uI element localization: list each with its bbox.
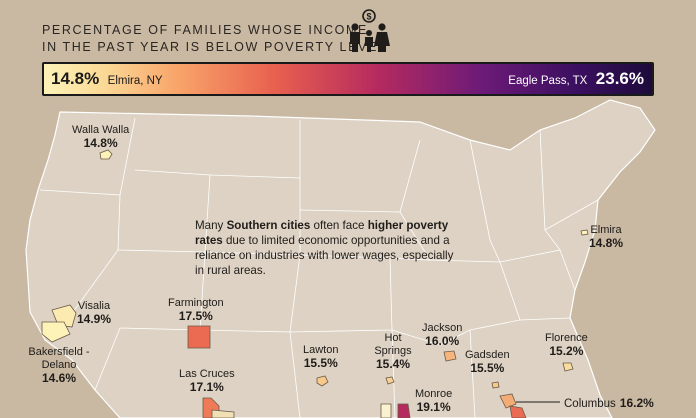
color-scale-legend: 14.8% Elmira, NY Eagle Pass, TX 23.6% [42,62,654,96]
city-shape-farmington [187,325,211,349]
legend-min-value: 14.8% [51,69,100,88]
city-value: 16.2% [619,396,654,410]
city-label-walla-walla: Walla Walla 14.8% [72,124,129,150]
city-value: 14.6% [41,371,77,385]
legend-max-value: 23.6% [595,69,644,88]
city-label-jackson: Jackson 16.0% [422,322,462,348]
legend-max: Eagle Pass, TX 23.6% [504,69,644,89]
city-value: 16.0% [425,334,460,348]
city-value: 14.8% [589,236,624,250]
city-shape-columbus [499,393,517,409]
city-label-monroe: Monroe 19.1% [415,388,452,414]
city-name: Las Cruces [179,368,235,380]
city-value: 15.5% [470,361,505,375]
city-value: 19.1% [416,400,451,414]
svg-text:$: $ [366,12,371,22]
city-name: Jackson [422,322,463,334]
title-line-2: IN THE PAST YEAR IS BELOW POVERTY LEVEL [42,40,387,54]
city-name: Monroe [415,388,453,400]
city-label-elmira: Elmira 14.8% [589,224,623,250]
city-name: Gadsden [465,349,510,361]
city-label-visalia: Visalia 14.9% [77,300,111,326]
city-value: 17.5% [178,309,213,323]
city-name: Elmira [590,224,622,236]
city-label-hot-springs: Hot Springs 15.4% [373,332,413,371]
city-label-las-cruces: Las Cruces 17.1% [179,368,235,394]
chart-title: PERCENTAGE OF FAMILIES WHOSE INCOME IN T… [42,22,386,56]
city-shape-las-cruces-2 [211,409,235,418]
city-shape-hot-springs [385,376,395,385]
city-value: 17.1% [189,380,224,394]
city-label-farmington: Farmington 17.5% [168,297,224,323]
city-shape-monroe-a [380,403,392,418]
city-name: Lawton [303,344,339,356]
legend-max-city: Eagle Pass, TX [508,75,588,87]
legend-min: 14.8% Elmira, NY [51,69,167,89]
us-land [25,99,656,418]
city-shape-columbus-2 [509,405,527,418]
city-value: 15.4% [375,357,411,371]
city-shape-bakersfield [41,321,71,343]
city-name: Bakersfield -Delano [28,346,90,371]
city-name: Visalia [77,300,111,312]
state-borders [39,117,599,418]
city-shape-monroe-b [397,403,411,418]
city-shape-lawton [316,375,329,387]
annotation-text: Many Southern cities often face higher p… [195,219,454,277]
city-label-gadsden: Gadsden 15.5% [465,349,510,375]
city-value: 15.5% [303,356,338,370]
city-shape-elmira [580,229,589,236]
city-shape-florence [562,362,574,372]
city-label-florence: Florence 15.2% [545,332,588,358]
title-line-1: PERCENTAGE OF FAMILIES WHOSE INCOME [42,23,368,37]
legend-min-city: Elmira, NY [107,75,163,87]
family-money-icon: $ [350,9,390,52]
city-shape-gadsden [491,381,500,389]
city-label-bakersfield: Bakersfield -Delano 14.6% [24,346,94,385]
city-name: Farmington [168,297,224,309]
city-name: Hot Springs [374,332,412,357]
city-name: Florence [545,332,588,344]
city-name: Columbus [564,398,616,410]
city-value: 14.9% [77,312,112,326]
annotation-bold-2: higher poverty rates [195,219,449,247]
city-label-lawton: Lawton 15.5% [303,344,338,370]
city-label-columbus: Columbus 16.2% [564,396,654,410]
city-shape-jackson [443,350,457,362]
city-name: Walla Walla [72,124,130,136]
city-value: 15.2% [549,344,584,358]
annotation-bold-1: Southern cities [226,219,311,232]
city-shape-walla-walla [99,149,113,160]
city-value: 14.8% [83,136,118,150]
